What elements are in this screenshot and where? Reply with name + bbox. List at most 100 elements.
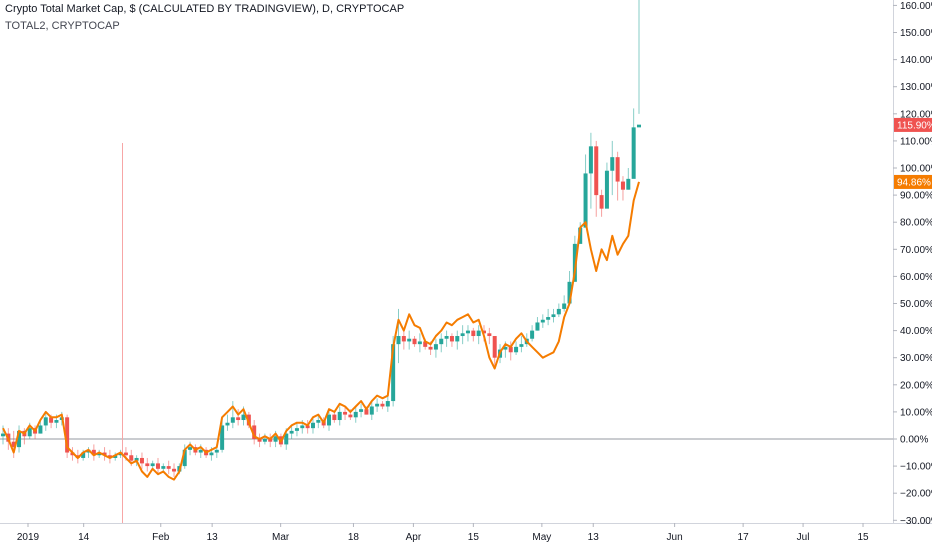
candle-body (508, 346, 513, 353)
candle-body (343, 411, 348, 415)
candle-body (155, 463, 160, 469)
chart-title: Crypto Total Market Cap, $ (CALCULATED B… (5, 3, 405, 15)
candle-body (401, 336, 406, 342)
candle-body (284, 433, 289, 445)
candle-body (620, 181, 625, 190)
candle-body (449, 336, 454, 342)
y-tick-label: 40.00% (900, 326, 932, 337)
candle-body (423, 341, 428, 347)
candle-body (364, 409, 369, 415)
candle-body (471, 330, 476, 337)
candle-body (225, 422, 230, 426)
y-tick-label: 60.00% (900, 272, 932, 283)
y-tick-label: 120.00% (900, 109, 932, 120)
candle-body (583, 173, 588, 228)
candle-body (129, 455, 134, 461)
candle-body (65, 417, 70, 453)
candle-body (123, 452, 128, 456)
x-tick-label: 14 (78, 532, 90, 543)
candle-body (588, 146, 593, 174)
candle-body (91, 449, 96, 456)
candle-body (236, 417, 241, 421)
candle-body (252, 425, 257, 439)
x-tick-label: 2019 (17, 532, 40, 543)
y-tick-label: 140.00% (900, 55, 932, 66)
x-tick-label: 18 (348, 532, 360, 543)
candle-body (220, 425, 225, 450)
x-tick-label: May (532, 532, 551, 543)
candle-body (97, 452, 102, 456)
candle-body (139, 457, 144, 464)
candle-body (38, 425, 43, 434)
y-tick-label: 160.00% (900, 1, 932, 12)
candle-body (209, 452, 214, 456)
candle-body (332, 414, 337, 421)
candle-body (166, 466, 171, 469)
candle-body (27, 428, 32, 437)
candle-body (546, 317, 551, 320)
y-tick-label: 30.00% (900, 353, 932, 364)
x-tick-label: 15 (857, 532, 869, 543)
candle-body (246, 414, 251, 426)
total2-line (2, 181, 640, 481)
y-tick-label: −20.00% (900, 489, 932, 500)
x-tick-label: Jun (667, 532, 683, 543)
candle-body (17, 430, 22, 448)
candle-body (359, 409, 364, 412)
candle-body (604, 170, 609, 209)
candle-body (273, 436, 278, 442)
candle-body (353, 411, 358, 418)
candle-body (417, 341, 422, 345)
candle-body (540, 319, 545, 323)
candle-body (385, 401, 390, 407)
candle-body (530, 330, 535, 339)
candle-body (439, 338, 444, 345)
x-tick-label: 13 (588, 532, 600, 543)
candle-body (433, 344, 438, 350)
candle-body (43, 417, 48, 426)
candle-body (145, 463, 150, 467)
candle-body (188, 447, 193, 450)
candle-body (337, 411, 342, 421)
candle-body (594, 146, 599, 196)
candle-body (482, 330, 487, 334)
candle-body (444, 336, 449, 339)
x-tick-label: Mar (272, 532, 290, 543)
candle-body (327, 414, 332, 426)
candle-body (161, 466, 166, 469)
candle-body (348, 414, 353, 418)
candle-body (407, 338, 412, 342)
candle-body (503, 346, 508, 350)
candle-body (391, 344, 396, 402)
candle-body (241, 414, 246, 421)
candle-body (465, 330, 470, 334)
y-tick-label: 150.00% (900, 28, 932, 39)
y-tick-label: 80.00% (900, 218, 932, 229)
candle-body (637, 124, 641, 128)
candle-body (535, 322, 540, 331)
candle-body (49, 417, 54, 423)
candle-body (1, 433, 5, 437)
y-tick-label: 0.00% (900, 434, 928, 445)
total2-line-series (2, 181, 640, 481)
candle-body (230, 417, 235, 423)
x-tick-label: 15 (468, 532, 480, 543)
candle-body (599, 195, 604, 209)
x-tick-label: Jul (797, 532, 810, 543)
y-tick-label: 70.00% (900, 245, 932, 256)
candle-body (572, 243, 577, 282)
candle-body (134, 457, 139, 461)
candle-body (107, 455, 112, 458)
candle-body (81, 452, 86, 458)
candle-body (519, 344, 524, 347)
candle-body (316, 420, 321, 423)
candle-body (412, 338, 417, 345)
candle-body (214, 449, 219, 453)
candle-body (113, 455, 118, 458)
candle-body (626, 178, 631, 190)
candle-body (615, 157, 620, 182)
chart-grid (0, 143, 893, 523)
candle-body (375, 403, 380, 407)
